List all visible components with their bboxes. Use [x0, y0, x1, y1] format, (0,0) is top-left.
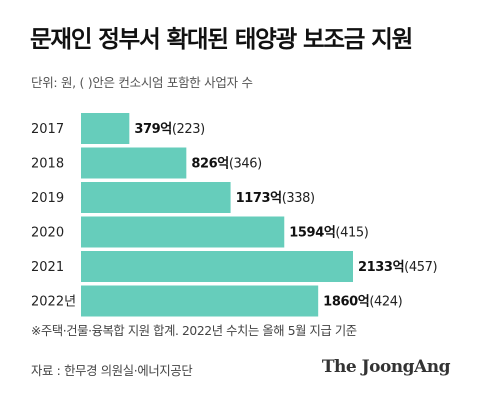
source-note: 자료 : 한무경 의원실·에너지공단	[31, 364, 193, 378]
value-label: 826억(346)	[191, 157, 261, 172]
value-label: 1594억(415)	[289, 226, 368, 241]
bar-3	[81, 216, 285, 248]
category-label: 2018	[31, 157, 64, 172]
bar-1	[81, 147, 187, 179]
value-label: 2133억(457)	[358, 260, 437, 275]
category-label: 2022년	[31, 295, 76, 310]
category-label: 2021	[31, 260, 64, 275]
publisher-logo: The JoongAng	[321, 357, 451, 377]
category-label: 2019	[31, 191, 64, 206]
footnote: ※주택·건물·융복합 지원 합계. 2022년 수치는 올해 5월 지급 기준	[31, 324, 357, 338]
bar-4	[81, 251, 353, 282]
category-label: 2020	[31, 226, 64, 241]
value-label: 1860억(424)	[323, 295, 402, 310]
bar-0	[81, 113, 130, 144]
bar-2	[81, 182, 231, 213]
bar-5	[81, 285, 319, 317]
category-label: 2017	[31, 122, 64, 137]
value-label: 1173억(338)	[236, 191, 315, 206]
bar-chart: 2017 379억(223) 2018 826억(346) 2019 1173억(338)…	[31, 113, 438, 317]
chart-title: 문재인 정부서 확대된 태양광 보조금 지원	[30, 25, 413, 53]
value-label: 379억(223)	[134, 122, 204, 137]
unit-note: 단위: 원, ( )안은 컨소시엄 포함한 사업자 수	[31, 75, 253, 90]
